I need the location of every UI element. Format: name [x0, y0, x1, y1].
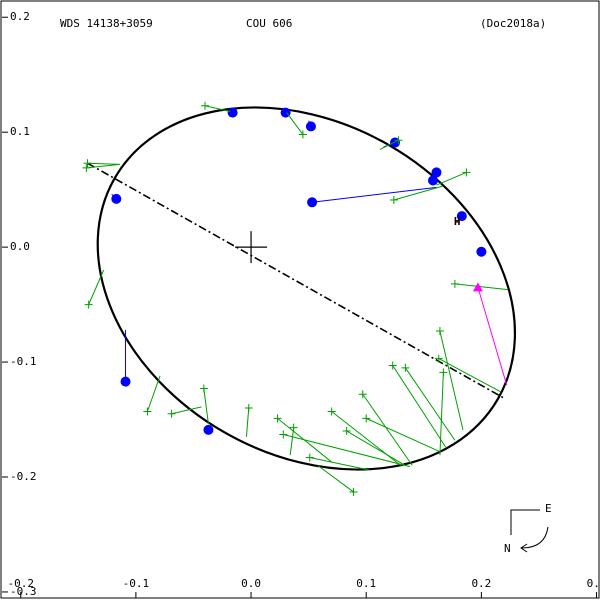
- observation: [273, 414, 282, 423]
- observation: [472, 282, 483, 292]
- x-tick-label: -0.1: [123, 577, 150, 590]
- observation: [279, 430, 288, 439]
- residual-line: [346, 430, 406, 466]
- x-tick-label: 0.0: [241, 577, 261, 590]
- primary-star: [235, 231, 268, 264]
- observation: [167, 409, 176, 418]
- y-tick-label: -0.1: [10, 355, 37, 368]
- observation: [362, 414, 371, 423]
- residual-line: [171, 406, 202, 415]
- observation-symbol: H: [454, 215, 461, 228]
- y-tick-label: 0.1: [10, 125, 30, 138]
- residual-line: [379, 139, 399, 150]
- residual-line: [309, 456, 370, 471]
- residual-line: [86, 163, 120, 169]
- residual-line: [392, 365, 447, 448]
- residual-line: [146, 375, 161, 412]
- residual-line: [289, 427, 295, 456]
- observation: [120, 376, 131, 387]
- observation: [298, 130, 307, 139]
- observation: [289, 423, 298, 432]
- residual-line: [203, 388, 209, 425]
- observation: [305, 453, 314, 462]
- observation: [227, 107, 238, 118]
- y-tick-label: -0.2: [10, 470, 37, 483]
- observation: [143, 407, 152, 416]
- x-tick-label: -0.2: [7, 577, 34, 590]
- observation: [349, 487, 358, 496]
- observation: [394, 136, 403, 145]
- chart-subtitle: COU 606: [246, 17, 292, 30]
- observation: [450, 279, 459, 288]
- residual-line: [438, 358, 502, 393]
- residual-line: [439, 330, 464, 430]
- observation: [84, 300, 93, 309]
- observation: [358, 390, 367, 399]
- observation: [439, 368, 448, 377]
- residual-line: [87, 162, 120, 165]
- observation: [82, 163, 91, 172]
- y-tick-label: 0.0: [10, 240, 30, 253]
- compass-arrow: [520, 543, 528, 553]
- observation: [401, 363, 410, 372]
- observation: [389, 196, 398, 204]
- observation: [462, 168, 471, 177]
- chart-title: WDS 14138+3059: [60, 17, 153, 30]
- residual-line: [393, 185, 443, 201]
- observation: [456, 220, 459, 223]
- observation: [435, 327, 444, 336]
- residual-line: [283, 433, 411, 468]
- observation: [388, 361, 397, 370]
- residual-line: [204, 105, 231, 112]
- residual-line: [439, 372, 444, 456]
- observation: [476, 246, 487, 257]
- observation: [428, 175, 439, 186]
- residual-line: [404, 367, 456, 441]
- observation: [199, 384, 208, 393]
- residual-line: [477, 287, 508, 386]
- residual-line: [362, 393, 413, 466]
- observation: [305, 121, 316, 132]
- residual-line: [312, 186, 437, 203]
- observation: [434, 354, 443, 363]
- observation: [431, 167, 442, 178]
- residual-line: [245, 408, 250, 437]
- observation: [342, 427, 351, 436]
- residual-line: [454, 283, 508, 291]
- x-tick-label: 0.2: [471, 577, 491, 590]
- residual-line: [88, 269, 105, 305]
- residual-line: [317, 465, 354, 493]
- reference: (Doc2018a): [480, 17, 546, 30]
- observation: [111, 193, 122, 204]
- observation: [307, 197, 318, 208]
- compass-arc: [521, 526, 549, 549]
- observation: [244, 404, 253, 413]
- observation: [327, 407, 336, 416]
- residual-line: [286, 112, 304, 135]
- observation: [200, 101, 209, 110]
- compass-north: N: [504, 542, 511, 555]
- observation: [83, 159, 92, 168]
- line-of-nodes: [87, 162, 504, 399]
- compass-east: E: [545, 502, 552, 515]
- y-tick-label: 0.2: [10, 10, 30, 23]
- y-tick-label: -0.3: [10, 585, 37, 598]
- observation: [203, 424, 214, 435]
- x-tick-label: 0.1: [356, 577, 376, 590]
- residual-line: [436, 171, 467, 186]
- residual-line: [366, 417, 441, 453]
- x-tick-label: 0.3: [587, 577, 600, 590]
- compass: [510, 509, 549, 553]
- compass-arms: [510, 509, 540, 535]
